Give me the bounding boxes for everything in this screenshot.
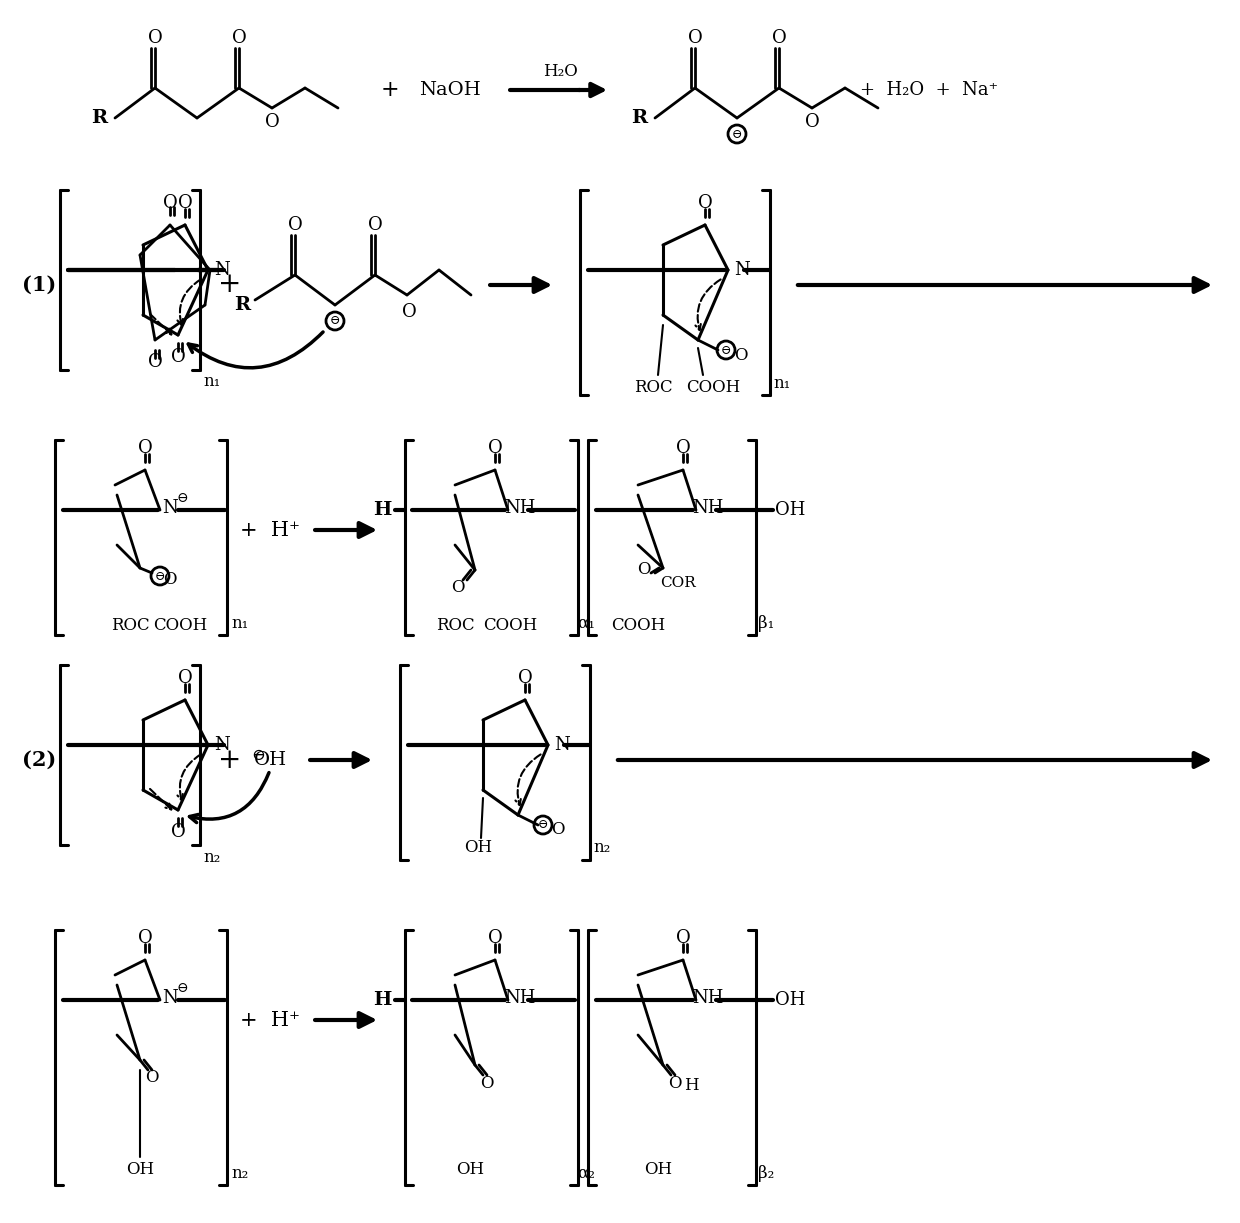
Text: ⊖: ⊖ xyxy=(155,570,165,582)
Text: O: O xyxy=(480,1075,494,1091)
Text: O: O xyxy=(517,669,532,687)
Text: O: O xyxy=(162,194,177,212)
Text: N: N xyxy=(215,736,229,755)
Text: O: O xyxy=(688,29,702,46)
Text: n₂: n₂ xyxy=(232,1164,249,1181)
Text: ⊖: ⊖ xyxy=(330,314,340,328)
Text: O: O xyxy=(676,929,691,947)
Text: R: R xyxy=(91,109,107,127)
Text: OH: OH xyxy=(253,751,286,769)
Text: H₂O: H₂O xyxy=(543,64,578,81)
Text: +: + xyxy=(218,746,242,773)
Text: H: H xyxy=(683,1076,698,1093)
Text: +  H⁺: + H⁺ xyxy=(241,521,300,539)
Text: COR: COR xyxy=(660,576,696,589)
Text: COOH: COOH xyxy=(153,616,207,634)
Text: ⊖: ⊖ xyxy=(250,746,265,763)
Text: (2): (2) xyxy=(22,750,56,770)
Text: NaOH: NaOH xyxy=(419,81,481,99)
Text: ⊖: ⊖ xyxy=(538,818,548,832)
Text: O: O xyxy=(668,1075,682,1091)
Text: O: O xyxy=(138,929,153,947)
Text: OH: OH xyxy=(126,1162,154,1179)
Text: O: O xyxy=(177,669,192,687)
Text: R: R xyxy=(234,296,250,314)
Text: (1): (1) xyxy=(22,275,56,295)
Text: R: R xyxy=(631,109,647,127)
Text: O: O xyxy=(551,822,564,839)
Text: O: O xyxy=(805,113,820,131)
Text: n₁: n₁ xyxy=(232,614,249,631)
Text: O: O xyxy=(734,346,748,363)
Text: β₁: β₁ xyxy=(758,614,774,631)
Text: O: O xyxy=(164,571,177,588)
Text: NH: NH xyxy=(692,499,724,517)
Text: O: O xyxy=(171,349,185,366)
Text: +  H₂O  +  Na⁺: + H₂O + Na⁺ xyxy=(861,81,998,99)
Text: α₂: α₂ xyxy=(577,1164,595,1181)
Text: +: + xyxy=(218,272,242,298)
Text: O: O xyxy=(637,561,651,578)
Text: OH: OH xyxy=(464,839,492,856)
Text: β₂: β₂ xyxy=(758,1164,774,1181)
Text: n₂: n₂ xyxy=(594,839,610,856)
Text: N: N xyxy=(734,260,750,279)
Text: n₁: n₁ xyxy=(203,373,221,390)
Text: N: N xyxy=(162,499,177,517)
Text: ROC: ROC xyxy=(110,616,149,634)
Text: O: O xyxy=(771,29,786,46)
Text: OH: OH xyxy=(456,1162,484,1179)
Text: NH: NH xyxy=(505,499,536,517)
Text: NH: NH xyxy=(505,989,536,1007)
Text: α₁: α₁ xyxy=(577,614,595,631)
Text: N: N xyxy=(162,989,177,1007)
Text: N: N xyxy=(215,260,229,279)
Text: O: O xyxy=(487,929,502,947)
Text: OH: OH xyxy=(644,1162,672,1179)
Text: n₂: n₂ xyxy=(203,849,221,866)
Text: O: O xyxy=(171,823,185,841)
Text: O: O xyxy=(451,580,465,597)
Text: OH: OH xyxy=(775,991,805,1009)
Text: O: O xyxy=(148,353,162,371)
Text: ⊖: ⊖ xyxy=(732,127,743,141)
Text: ROC: ROC xyxy=(634,378,672,395)
Text: ⊖: ⊖ xyxy=(720,344,732,356)
Text: COOH: COOH xyxy=(611,616,665,634)
Text: O: O xyxy=(264,113,279,131)
Text: O: O xyxy=(402,303,417,320)
Text: N: N xyxy=(554,736,569,755)
Text: O: O xyxy=(676,439,691,457)
Text: +  H⁺: + H⁺ xyxy=(241,1010,300,1030)
Text: ROC: ROC xyxy=(435,616,475,634)
Text: O: O xyxy=(177,194,192,212)
Text: O: O xyxy=(487,439,502,457)
Text: H: H xyxy=(373,991,392,1009)
Text: O: O xyxy=(698,194,712,212)
Text: +: + xyxy=(381,79,399,102)
Text: COOH: COOH xyxy=(482,616,537,634)
Text: COOH: COOH xyxy=(686,378,740,395)
Text: H: H xyxy=(373,501,392,519)
Text: NH: NH xyxy=(692,989,724,1007)
Text: O: O xyxy=(138,439,153,457)
Text: O: O xyxy=(145,1069,159,1086)
Text: O: O xyxy=(148,29,162,46)
Text: OH: OH xyxy=(775,501,805,519)
Text: ⊖: ⊖ xyxy=(176,490,187,505)
Text: O: O xyxy=(232,29,247,46)
Text: O: O xyxy=(288,216,303,234)
Text: O: O xyxy=(367,216,382,234)
Text: n₁: n₁ xyxy=(774,374,791,391)
Text: ⊖: ⊖ xyxy=(176,981,187,996)
